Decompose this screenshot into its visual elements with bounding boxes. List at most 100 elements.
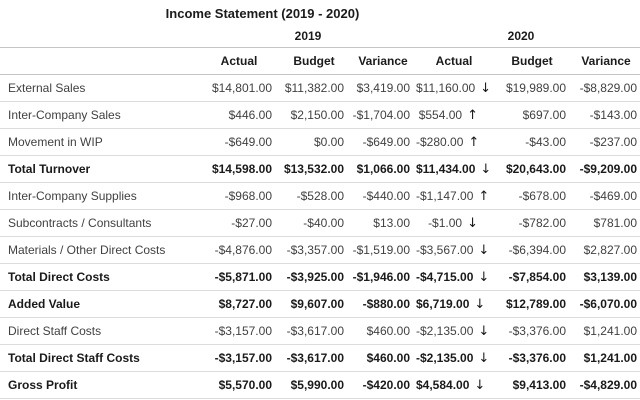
cell-2020-variance: -$4,829.00	[572, 378, 640, 392]
cell-value: -$1,147.00	[416, 188, 474, 203]
cell-2019-actual: $5,570.00	[200, 378, 278, 392]
cell-2020-actual: -$4,715.00 ↓	[416, 270, 492, 285]
cell-value: -$143.00	[589, 108, 637, 122]
cell-2019-variance: $460.00	[350, 324, 416, 338]
cell-2020-budget: $19,989.00	[492, 81, 572, 95]
cell-2020-variance: -$143.00	[572, 108, 640, 122]
cell-value: $9,413.00	[512, 378, 566, 392]
cell-2019-variance: $13.00	[350, 216, 416, 230]
cell-value: -$440.00	[362, 189, 410, 203]
table-row: Subcontracts / Consultants -$27.00 -$40.00…	[0, 210, 640, 237]
cell-value: $14,801.00	[211, 81, 272, 95]
year-header-2019: 2019	[294, 28, 322, 43]
table-row: Total Turnover $14,598.00 $13,532.00 $1,066…	[0, 156, 640, 183]
cell-value: -$3,925.00	[286, 270, 344, 284]
cell-value: -$27.00	[231, 216, 272, 230]
cell-2019-variance: $460.00	[350, 351, 416, 365]
row-label: Gross Profit	[8, 378, 78, 392]
trend-down-icon: ↓	[480, 161, 492, 177]
cell-2019-budget: $9,607.00	[278, 297, 350, 311]
row-label: Movement in WIP	[8, 135, 103, 149]
cell-value: $460.00	[366, 351, 410, 365]
trend-down-icon: ↓	[478, 323, 490, 339]
column-header-2020-actual: Actual	[435, 54, 473, 68]
table-row: Inter-Company Supplies -$968.00 -$528.00 -$…	[0, 183, 640, 210]
cell-value: $12,789.00	[505, 297, 566, 311]
cell-2020-variance: $1,241.00	[572, 324, 640, 338]
cell-value: $11,160.00	[416, 80, 476, 95]
cell-2020-actual: $11,434.00 ↓	[416, 162, 492, 177]
column-header-row: Actual Budget Variance Actual Budget Var…	[0, 47, 640, 75]
cell-2020-variance: $3,139.00	[572, 270, 640, 284]
cell-value: $11,434.00	[416, 161, 476, 176]
year-header-row: 2019 2020	[0, 24, 640, 47]
cell-2020-variance: -$9,209.00	[572, 162, 640, 176]
cell-value: $8,727.00	[218, 297, 272, 311]
cell-2019-variance: -$420.00	[350, 378, 416, 392]
cell-value: -$678.00	[518, 189, 566, 203]
cell-value: $1,241.00	[583, 324, 637, 338]
cell-2020-variance: -$6,070.00	[572, 297, 640, 311]
table-row: Movement in WIP -$649.00 $0.00 -$649.00 -$28…	[0, 129, 640, 156]
table-row: Added Value $8,727.00 $9,607.00 -$880.00 $6,…	[0, 291, 640, 318]
cell-value: $1,241.00	[583, 351, 637, 365]
cell-2020-actual: -$3,567.00 ↓	[416, 243, 492, 258]
cell-value: -$9,209.00	[579, 162, 637, 176]
row-label: Inter-Company Supplies	[8, 189, 137, 203]
row-label: Direct Staff Costs	[8, 324, 102, 338]
cell-value: -$40.00	[303, 216, 344, 230]
cell-value: $14,598.00	[211, 162, 272, 176]
cell-value: -$43.00	[525, 135, 566, 149]
cell-2019-budget: $5,990.00	[278, 378, 350, 392]
cell-2019-actual: -$649.00	[200, 135, 278, 149]
cell-value: -$3,376.00	[508, 324, 566, 338]
cell-2020-actual: $6,719.00 ↓	[416, 297, 492, 312]
cell-2019-variance: -$649.00	[350, 135, 416, 149]
cell-2019-actual: -$5,871.00	[200, 270, 278, 284]
cell-value: $0.00	[313, 135, 344, 149]
cell-2019-actual: -$3,157.00	[200, 324, 278, 338]
cell-value: -$1.00	[428, 215, 463, 230]
cell-value: -$8,829.00	[579, 81, 637, 95]
trend-down-icon: ↓	[478, 242, 490, 258]
cell-2020-actual: $11,160.00 ↓	[416, 81, 492, 96]
cell-2019-actual: $14,598.00	[200, 162, 278, 176]
cell-value: -$782.00	[518, 216, 566, 230]
cell-value: $13.00	[373, 216, 410, 230]
cell-2020-variance: $781.00	[572, 216, 640, 230]
cell-2019-actual: -$3,157.00	[200, 351, 278, 365]
cell-2019-budget: $0.00	[278, 135, 350, 149]
cell-value: $5,990.00	[290, 378, 344, 392]
cell-value: $13,532.00	[283, 162, 344, 176]
cell-2020-actual: -$280.00 ↑	[416, 135, 492, 150]
cell-2019-variance: -$1,704.00	[350, 108, 416, 122]
row-label: Materials / Other Direct Costs	[8, 243, 166, 257]
trend-up-icon: ↑	[478, 188, 490, 204]
column-header-2019-actual: Actual	[220, 54, 258, 68]
cell-2020-actual: -$1,147.00 ↑	[416, 189, 492, 204]
table-row: Materials / Other Direct Costs -$4,876.00…	[0, 237, 640, 264]
cell-2020-budget: $20,643.00	[492, 162, 572, 176]
cell-value: $3,139.00	[583, 270, 637, 284]
cell-2019-budget: -$528.00	[278, 189, 350, 203]
cell-2019-variance: $1,066.00	[350, 162, 416, 176]
row-label: Total Direct Costs	[8, 270, 110, 284]
cell-value: -$6,394.00	[508, 243, 566, 257]
cell-2019-budget: $11,382.00	[278, 81, 350, 95]
cell-value: $697.00	[522, 108, 566, 122]
trend-down-icon: ↓	[480, 80, 492, 96]
cell-2020-variance: -$8,829.00	[572, 81, 640, 95]
cell-value: -$280.00	[416, 134, 464, 149]
cell-2019-actual: -$27.00	[200, 216, 278, 230]
cell-value: -$3,567.00	[416, 242, 474, 257]
table-row: External Sales $14,801.00 $11,382.00 $3,419…	[0, 75, 640, 102]
trend-down-icon: ↓	[478, 350, 490, 366]
cell-value: -$1,704.00	[352, 108, 410, 122]
cell-value: -$3,157.00	[214, 351, 272, 365]
title-band: Income Statement (2019 - 2020)	[0, 0, 640, 24]
cell-value: $11,382.00	[284, 81, 344, 95]
cell-value: -$420.00	[362, 378, 410, 392]
table-row: Inter-Company Sales $446.00 $2,150.00 -$1,7…	[0, 102, 640, 129]
cell-2019-budget: -$3,617.00	[278, 324, 350, 338]
